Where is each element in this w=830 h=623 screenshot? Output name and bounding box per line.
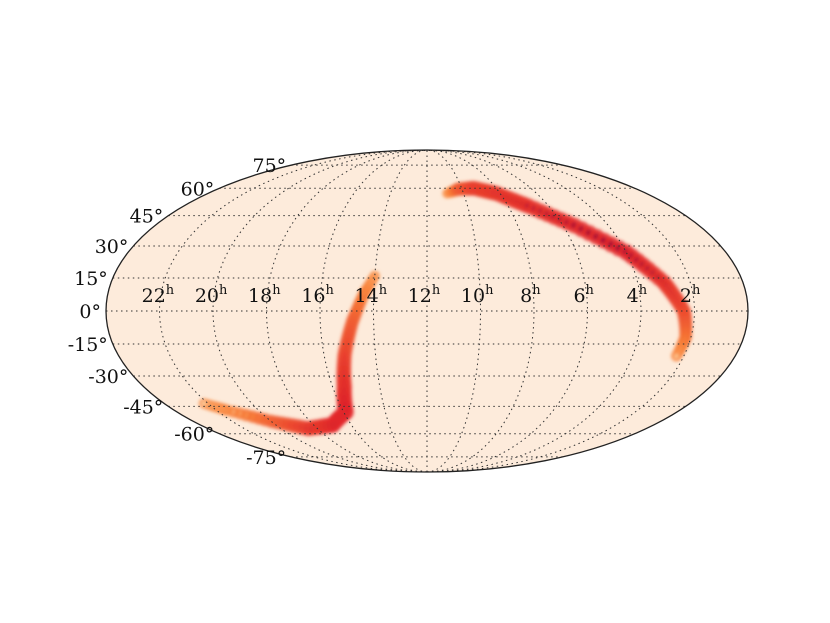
dec-tick-label: -30° — [88, 366, 128, 388]
ra-tick-unit: h — [639, 283, 648, 298]
ra-tick-unit: h — [586, 283, 595, 298]
dec-tick-label: 0° — [79, 301, 101, 323]
ra-tick-unit: h — [432, 283, 441, 298]
density-arc — [198, 270, 380, 437]
ra-tick-unit: h — [272, 283, 281, 298]
ra-tick-unit: h — [379, 283, 388, 298]
dec-tick-label: -15° — [68, 334, 108, 356]
ra-tick-unit: h — [219, 283, 228, 298]
sky-outline — [105, 149, 749, 473]
ra-tick-unit: h — [485, 283, 494, 298]
ra-tick-label: 16h — [301, 283, 334, 307]
dec-tick-label: 75° — [253, 155, 287, 177]
density-core — [674, 353, 679, 359]
dec-tick-label: 30° — [95, 236, 129, 258]
dec-tick-label: -45° — [123, 396, 163, 418]
ra-tick-unit: h — [532, 283, 541, 298]
coordinate-grid — [106, 150, 748, 472]
dec-tick-label: 60° — [181, 178, 215, 200]
dec-tick-label: -75° — [246, 447, 286, 469]
meridian-line — [212, 150, 428, 472]
density-core — [202, 401, 207, 406]
dec-tick-label: 45° — [130, 206, 164, 228]
dec-tick-labels: 75° 60° 45°30° 15° 0° -15° -30° -45° -60° -75° — [68, 155, 287, 469]
dec-tick-label: 15° — [74, 268, 108, 290]
ra-tick-unit: h — [692, 283, 701, 298]
ra-tick-unit: h — [166, 283, 175, 298]
ra-tick-unit: h — [326, 283, 335, 298]
dec-tick-label: -60° — [174, 424, 214, 446]
